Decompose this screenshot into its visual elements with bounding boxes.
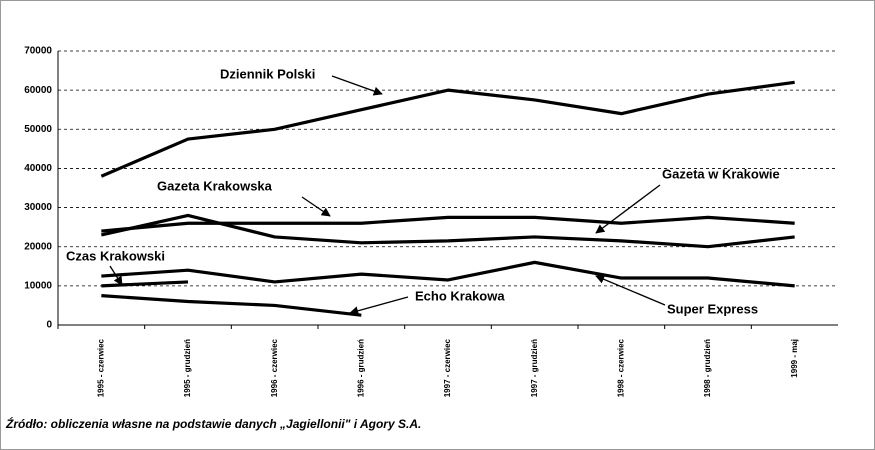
- series-label: Gazeta w Krakowie: [662, 166, 780, 181]
- x-tick-label: 1997 - czerwiec: [443, 338, 452, 397]
- x-tick-label: 1996 - grudzień: [356, 339, 365, 397]
- x-tick-label: 1995 - grudzień: [183, 339, 192, 397]
- series-label: Dziennik Polski: [220, 66, 315, 81]
- series-label: Gazeta Krakowska: [157, 178, 273, 193]
- source-note: Źródło: obliczenia własne na podstawie d…: [5, 416, 421, 431]
- y-tick-label: 20000: [24, 241, 52, 252]
- y-tick-label: 30000: [24, 202, 52, 213]
- y-tick-label: 10000: [24, 280, 52, 291]
- series-line: [101, 294, 362, 317]
- x-tick-label: 1997 - grudzień: [530, 339, 539, 397]
- series-label: Super Express: [667, 301, 758, 316]
- y-tick-label: 0: [46, 320, 52, 331]
- x-tick-label: 1998 - czerwiec: [616, 338, 625, 397]
- series-line: [101, 260, 795, 288]
- x-tick-label: 1995 - czerwiec: [96, 338, 105, 397]
- x-tick-label: 1998 - grudzień: [703, 339, 712, 397]
- series-line: [100, 213, 795, 249]
- x-tick-label: 1999 - maj: [790, 339, 799, 378]
- arrows: [109, 75, 666, 316]
- y-tick-label: 70000: [24, 46, 52, 57]
- series-label: Echo Krakowa: [415, 288, 505, 303]
- series-label: Czas Krakowski: [66, 248, 165, 263]
- y-tick-label: 40000: [24, 163, 52, 174]
- y-tick-label: 50000: [24, 124, 52, 135]
- series-line: [100, 80, 795, 178]
- series-line: [101, 280, 189, 288]
- x-tick-label: 1996 - czerwiec: [270, 338, 279, 397]
- y-tick-label: 60000: [24, 85, 52, 96]
